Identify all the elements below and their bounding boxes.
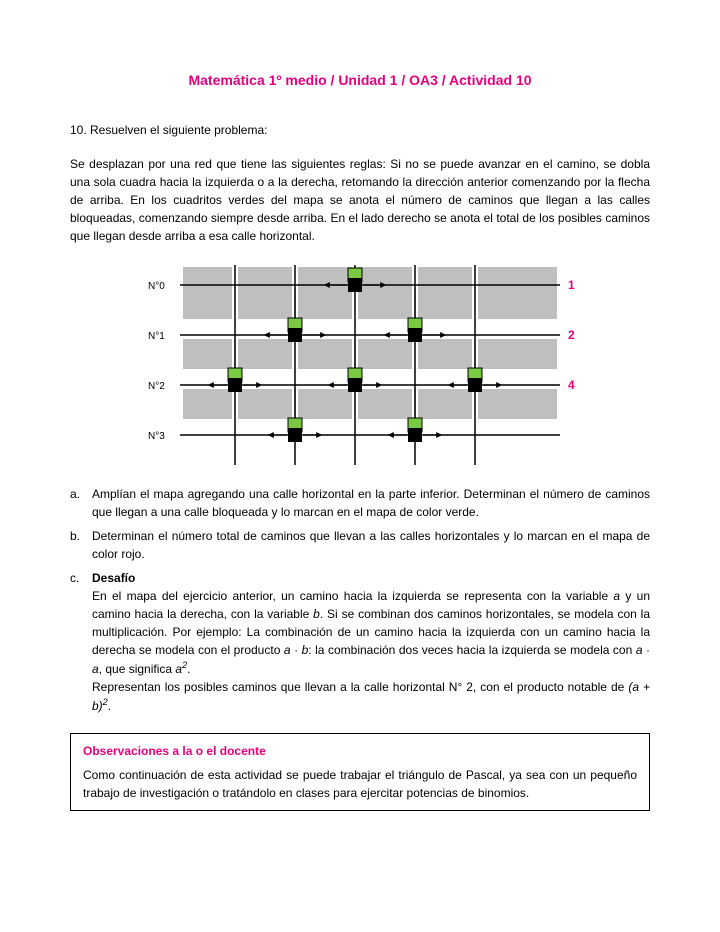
item-b: b. Determinan el número total de caminos… bbox=[70, 527, 650, 563]
grid-diagram: N°0 N°1 N°2 N°3 1 2 4 bbox=[140, 265, 580, 465]
c-p2a: Representan los posibles caminos que lle… bbox=[92, 680, 628, 694]
item-c: c. Desafío En el mapa del ejercicio ante… bbox=[70, 569, 650, 715]
svg-text:4: 4 bbox=[568, 378, 575, 392]
c-p1f: . bbox=[187, 662, 190, 676]
problem-paragraph: Se desplazan por una red que tiene las s… bbox=[70, 155, 650, 245]
item-c-p1: En el mapa del ejercicio anterior, un ca… bbox=[92, 587, 650, 678]
c-p2b: . bbox=[108, 699, 111, 713]
item-b-marker: b. bbox=[70, 527, 92, 563]
observations-title: Observaciones a la o el docente bbox=[83, 742, 637, 760]
observations-text: Como continuación de esta actividad se p… bbox=[83, 766, 637, 802]
problem-intro: 10. Resuelven el siguiente problema: bbox=[70, 121, 650, 139]
svg-text:N°1: N°1 bbox=[148, 331, 165, 342]
item-b-text: Determinan el número total de caminos qu… bbox=[92, 527, 650, 563]
c-p1a: En el mapa del ejercicio anterior, un ca… bbox=[92, 589, 613, 603]
prod-ab: a · b bbox=[284, 643, 308, 657]
item-c-body: Desafío En el mapa del ejercicio anterio… bbox=[92, 569, 650, 715]
svg-text:N°3: N°3 bbox=[148, 431, 165, 442]
item-a: a. Amplían el mapa agregando una calle h… bbox=[70, 485, 650, 521]
item-c-marker: c. bbox=[70, 569, 92, 715]
item-c-title: Desafío bbox=[92, 569, 650, 587]
c-p1d: : la combinación dos veces hacia la izqu… bbox=[308, 643, 636, 657]
c-p1e: , que significa bbox=[99, 662, 176, 676]
item-a-marker: a. bbox=[70, 485, 92, 521]
question-list: a. Amplían el mapa agregando una calle h… bbox=[70, 485, 650, 715]
svg-text:N°2: N°2 bbox=[148, 381, 165, 392]
observations-box: Observaciones a la o el docente Como con… bbox=[70, 733, 650, 811]
svg-text:1: 1 bbox=[568, 278, 575, 292]
item-c-p2: Representan los posibles caminos que lle… bbox=[92, 678, 650, 715]
svg-text:N°0: N°0 bbox=[148, 281, 165, 292]
item-a-text: Amplían el mapa agregando una calle hori… bbox=[92, 485, 650, 521]
var-b: b bbox=[313, 607, 320, 621]
svg-text:2: 2 bbox=[568, 328, 575, 342]
page-title: Matemática 1º medio / Unidad 1 / OA3 / A… bbox=[70, 70, 650, 91]
